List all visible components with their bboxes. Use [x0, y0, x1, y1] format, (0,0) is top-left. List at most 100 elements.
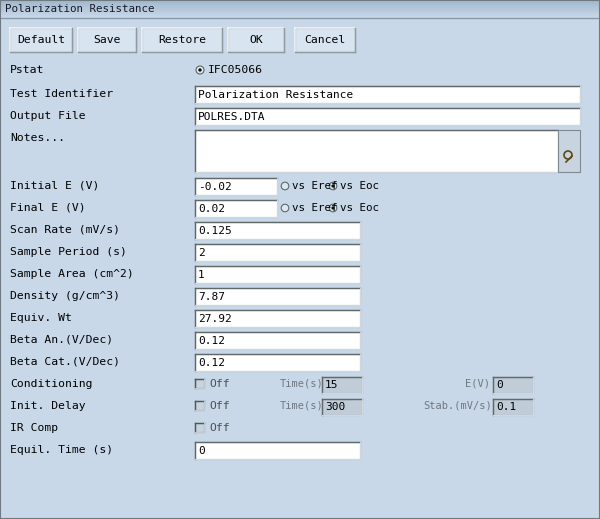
Text: Off: Off	[209, 423, 230, 433]
Text: 27.92: 27.92	[198, 313, 232, 323]
Text: Output File: Output File	[10, 111, 86, 121]
Bar	[0, 12, 600, 13]
Circle shape	[331, 184, 335, 187]
Text: 15: 15	[325, 380, 338, 390]
Text: Stab.(mV/s): Stab.(mV/s)	[423, 401, 492, 411]
Bar	[195, 108, 580, 125]
Text: Beta Cat.(V/Dec): Beta Cat.(V/Dec)	[10, 357, 120, 367]
Bar	[0, 13, 600, 14]
Text: Conditioning: Conditioning	[10, 379, 92, 389]
Text: Equiv. Wt: Equiv. Wt	[10, 313, 72, 323]
Text: Polarization Resistance: Polarization Resistance	[198, 89, 353, 100]
Text: 0.02: 0.02	[198, 203, 225, 213]
Bar	[0, 4, 600, 5]
Bar	[322, 377, 362, 393]
Circle shape	[329, 182, 337, 190]
Text: 0.12: 0.12	[198, 358, 225, 367]
Text: 2: 2	[198, 248, 205, 257]
Bar	[0, 5, 600, 6]
Circle shape	[281, 182, 289, 190]
Text: 0: 0	[496, 380, 503, 390]
Text: IFC05066: IFC05066	[208, 65, 263, 75]
Bar	[0, 1, 600, 2]
Text: Initial E (V): Initial E (V)	[10, 181, 100, 191]
Bar	[0, 7, 600, 8]
Bar	[10, 28, 72, 52]
Text: Cancel: Cancel	[304, 35, 346, 45]
Bar	[0, 3, 600, 4]
Text: POLRES.DTA: POLRES.DTA	[198, 112, 265, 121]
Circle shape	[281, 204, 289, 212]
Text: Final E (V): Final E (V)	[10, 203, 86, 213]
Text: Off: Off	[209, 379, 230, 389]
Bar	[195, 244, 360, 261]
Bar	[195, 442, 360, 459]
Bar	[0, 11, 600, 12]
Text: OK: OK	[249, 35, 263, 45]
Text: Sample Period (s): Sample Period (s)	[10, 247, 127, 257]
Text: Scan Rate (mV/s): Scan Rate (mV/s)	[10, 225, 120, 235]
Bar	[195, 332, 360, 349]
Text: Notes...: Notes...	[10, 133, 65, 143]
Text: Equil. Time (s): Equil. Time (s)	[10, 445, 113, 455]
Bar	[0, 17, 600, 18]
Bar	[228, 28, 284, 52]
Bar	[195, 423, 204, 432]
Text: Test Identifier: Test Identifier	[10, 89, 113, 99]
Text: Sample Area (cm^2): Sample Area (cm^2)	[10, 269, 134, 279]
Text: 1: 1	[198, 269, 205, 280]
Bar	[493, 377, 533, 393]
Bar	[195, 200, 277, 217]
Bar	[0, 2, 600, 3]
Bar	[558, 130, 580, 172]
Text: vs Eoc: vs Eoc	[340, 181, 379, 191]
Text: Restore: Restore	[158, 35, 206, 45]
Bar	[493, 399, 533, 415]
Bar	[322, 399, 362, 415]
Text: Save: Save	[93, 35, 121, 45]
Circle shape	[329, 204, 337, 212]
Bar	[195, 266, 360, 283]
Text: vs Eoc: vs Eoc	[340, 203, 379, 213]
Bar	[142, 28, 222, 52]
Circle shape	[199, 69, 202, 72]
Text: vs Eref: vs Eref	[292, 203, 337, 213]
Text: 0.125: 0.125	[198, 225, 232, 236]
Bar	[195, 401, 204, 410]
Text: Pstat: Pstat	[10, 65, 44, 75]
Text: vs Eref: vs Eref	[292, 181, 337, 191]
Text: 7.87: 7.87	[198, 292, 225, 302]
Bar	[0, 10, 600, 11]
Text: Time(s): Time(s)	[280, 401, 324, 411]
Bar	[0, 8, 600, 9]
Bar	[195, 130, 558, 172]
Bar	[0, 14, 600, 15]
Text: IR Comp: IR Comp	[10, 423, 58, 433]
Bar	[195, 354, 360, 371]
Bar	[0, 15, 600, 16]
Bar	[0, 0, 600, 1]
Text: 0.1: 0.1	[496, 402, 516, 412]
Circle shape	[196, 66, 204, 74]
Bar	[0, 9, 600, 10]
Bar	[195, 178, 277, 195]
Bar	[195, 310, 360, 327]
Bar	[195, 86, 580, 103]
Text: Time(s): Time(s)	[280, 379, 324, 389]
Text: 0: 0	[198, 445, 205, 456]
Text: Off: Off	[209, 401, 230, 411]
Text: E(V): E(V)	[465, 379, 490, 389]
Bar	[195, 379, 204, 388]
Bar	[195, 222, 360, 239]
Text: Density (g/cm^3): Density (g/cm^3)	[10, 291, 120, 301]
Text: Beta An.(V/Dec): Beta An.(V/Dec)	[10, 335, 113, 345]
Text: 0.12: 0.12	[198, 335, 225, 346]
Bar	[0, 16, 600, 17]
Circle shape	[331, 207, 335, 210]
Text: Polarization Resistance: Polarization Resistance	[5, 4, 155, 14]
Text: Default: Default	[17, 35, 65, 45]
Bar	[295, 28, 355, 52]
Bar	[78, 28, 136, 52]
Text: 300: 300	[325, 402, 345, 412]
Text: Init. Delay: Init. Delay	[10, 401, 86, 411]
